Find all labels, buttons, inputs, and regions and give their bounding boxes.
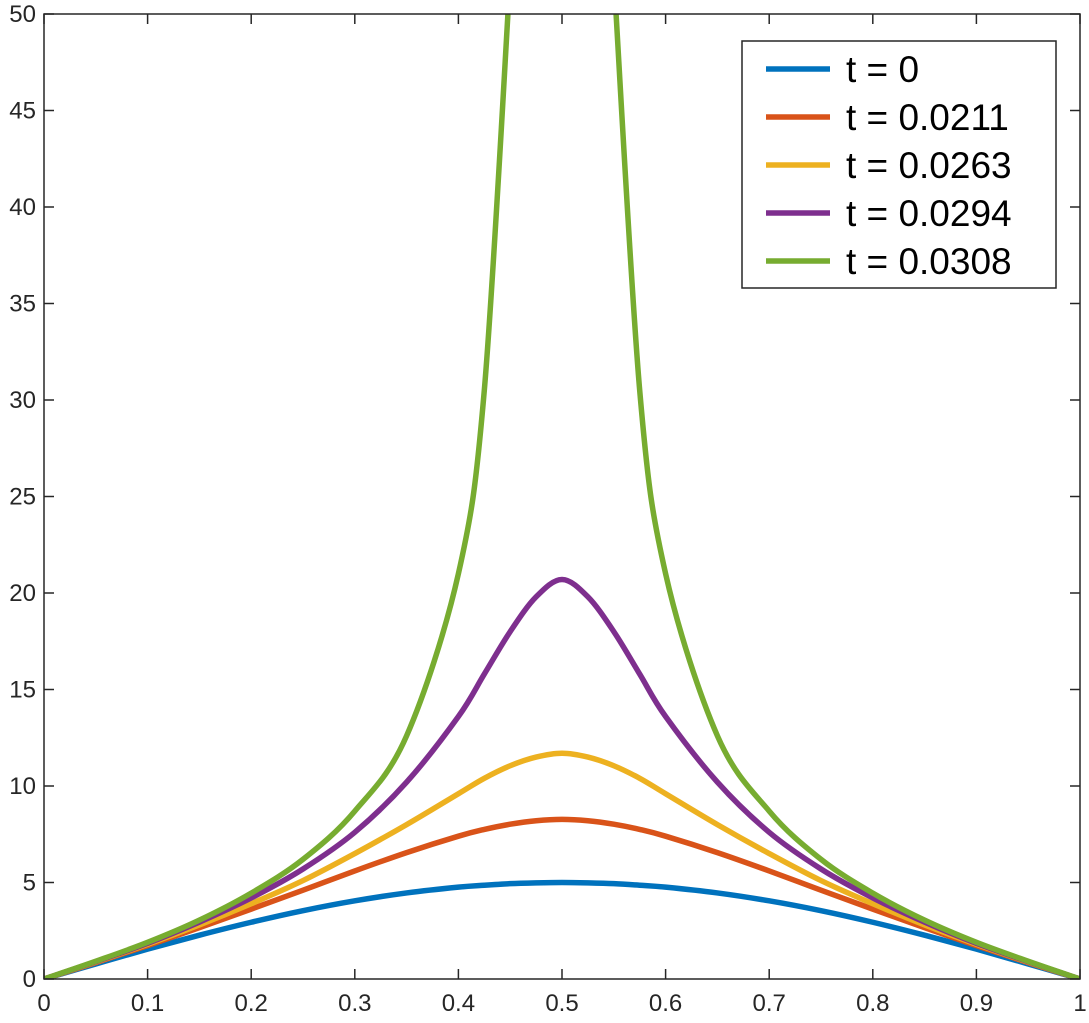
series-line-3-seg-1: [44, 750, 1080, 979]
series-line-5-seg-2: [613, 14, 1080, 979]
y-tick-label: 30: [9, 387, 36, 414]
y-tick-label: 25: [9, 484, 36, 511]
x-tick-label: 0.2: [235, 990, 268, 1017]
y-tick-label: 35: [9, 291, 36, 318]
x-tick-label: 0.7: [753, 990, 786, 1017]
y-tick-label: 5: [23, 870, 36, 897]
legend-label-5: t = 0.0308: [846, 241, 1012, 282]
x-tick-label: 0.6: [649, 990, 682, 1017]
y-tick-label: 0: [23, 966, 36, 993]
series-line-4-seg-1: [44, 576, 1080, 979]
x-tick-label: 0.4: [442, 990, 475, 1017]
x-tick-label: 0: [37, 990, 50, 1017]
series-line-2-seg-1: [44, 816, 1080, 979]
legend: t = 0 t = 0.0211 t = 0.0263 t = 0.0294 t = 0…: [741, 40, 1057, 289]
legend-label-3: t = 0.0263: [846, 145, 1012, 186]
x-tick-label: 0.8: [856, 990, 889, 1017]
y-tick-label: 45: [9, 98, 36, 125]
x-tick-label: 0.3: [338, 990, 371, 1017]
y-tick-label: 20: [9, 580, 36, 607]
legend-label-2: t = 0.0211: [846, 97, 1009, 138]
x-tick-label: 1: [1073, 990, 1086, 1017]
legend-label-1: t = 0: [846, 49, 919, 90]
y-tick-label: 10: [9, 773, 36, 800]
y-tick-label: 50: [9, 1, 36, 28]
legend-label-4: t = 0.0294: [846, 193, 1012, 234]
x-tick-label: 0.1: [131, 990, 164, 1017]
y-tick-label: 15: [9, 677, 36, 704]
x-tick-label: 0.9: [960, 990, 993, 1017]
series-line-5-seg-1: [44, 14, 511, 979]
x-tick-label: 0.5: [545, 990, 578, 1017]
series-line-1-seg-1: [44, 879, 1080, 979]
y-tick-label: 40: [9, 194, 36, 221]
